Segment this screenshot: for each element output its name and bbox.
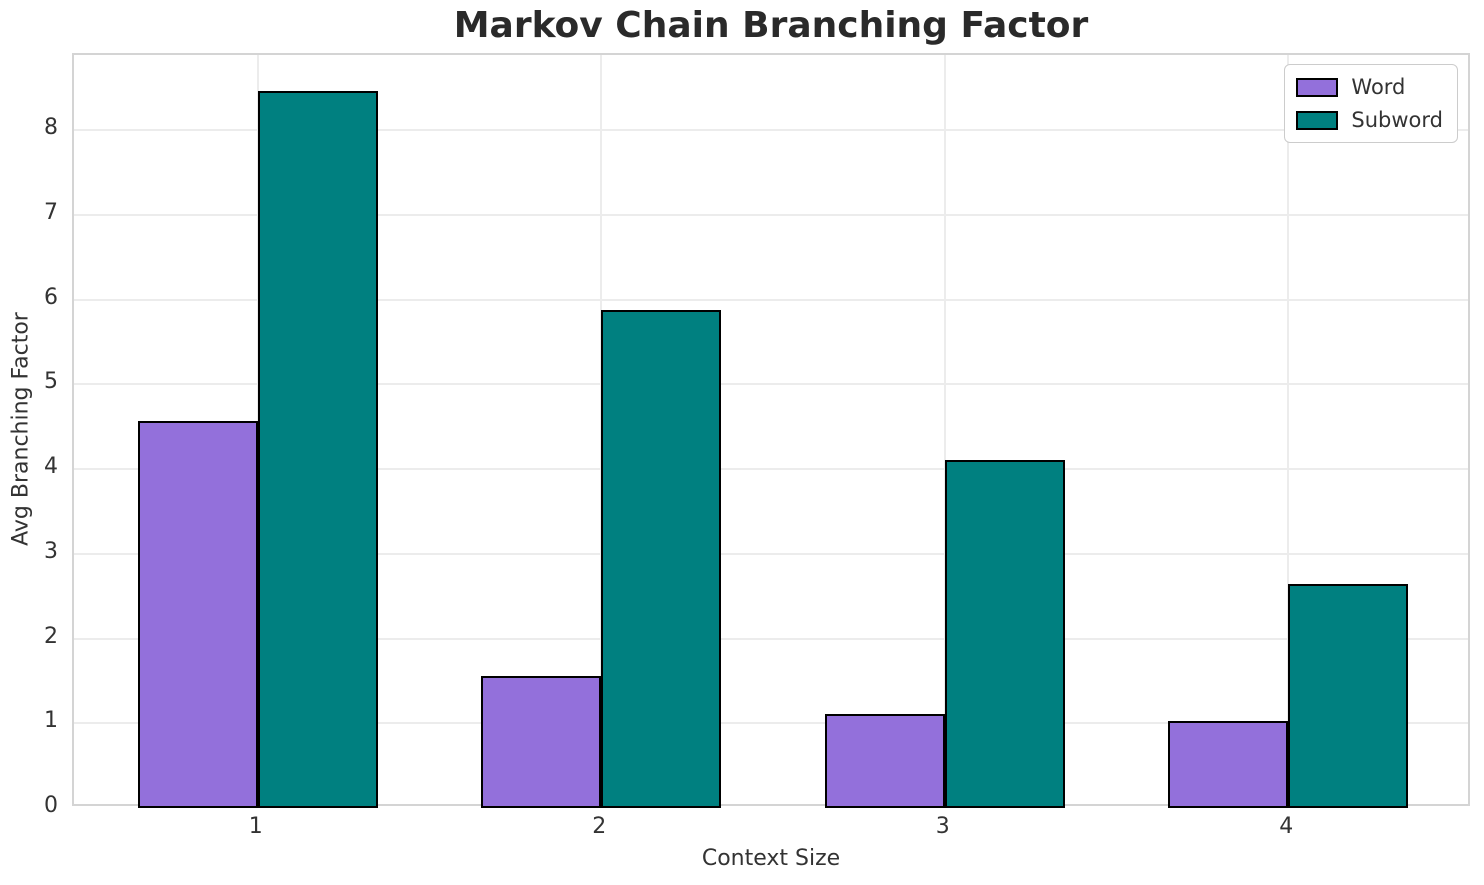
- legend-swatch-word: [1296, 77, 1339, 97]
- y-gridline: [74, 383, 1468, 386]
- y-tick-label: 7: [44, 200, 58, 226]
- plot-area: [72, 53, 1470, 808]
- legend-item-word: Word: [1296, 74, 1443, 100]
- x-gridline: [943, 55, 946, 804]
- legend-label: Subword: [1351, 108, 1443, 132]
- legend-swatch-subword: [1296, 110, 1339, 130]
- y-tick-label: 4: [44, 454, 58, 480]
- y-axis-label: Avg Branching Factor: [8, 312, 34, 546]
- bar-word-2: [481, 675, 602, 808]
- x-tick-label: 2: [592, 814, 607, 839]
- legend: Word Subword: [1284, 64, 1458, 143]
- bar-word-1: [137, 420, 258, 808]
- y-tick-label: 1: [44, 708, 58, 734]
- y-tick-label: 3: [44, 538, 58, 564]
- bar-subword-4: [1288, 583, 1409, 808]
- y-tick-label: 2: [44, 623, 58, 649]
- y-tick-label: 5: [44, 369, 58, 395]
- x-axis-label: Context Size: [701, 846, 841, 871]
- legend-item-subword: Subword: [1296, 107, 1443, 133]
- y-gridline: [74, 552, 1468, 555]
- y-gridline: [74, 214, 1468, 217]
- x-tick-label: 1: [248, 814, 263, 839]
- bar-subword-3: [944, 459, 1065, 808]
- y-gridline: [74, 637, 1468, 640]
- y-gridline: [74, 468, 1468, 471]
- y-tick-label: 8: [44, 115, 58, 141]
- x-tick-label: 3: [935, 814, 950, 839]
- y-tick-label: 6: [44, 284, 58, 310]
- y-gridline: [74, 298, 1468, 301]
- bar-subword-1: [257, 90, 378, 808]
- legend-label: Word: [1351, 75, 1406, 99]
- chart-title: Markov Chain Branching Factor: [453, 5, 1089, 46]
- bar-subword-2: [601, 309, 722, 808]
- y-tick-label: 0: [44, 793, 58, 818]
- x-tick-label: 4: [1279, 814, 1294, 839]
- x-gridline: [1287, 55, 1290, 804]
- y-gridline: [74, 129, 1468, 132]
- bar-word-3: [824, 713, 945, 808]
- y-gridline: [74, 722, 1468, 725]
- bar-word-4: [1168, 720, 1289, 808]
